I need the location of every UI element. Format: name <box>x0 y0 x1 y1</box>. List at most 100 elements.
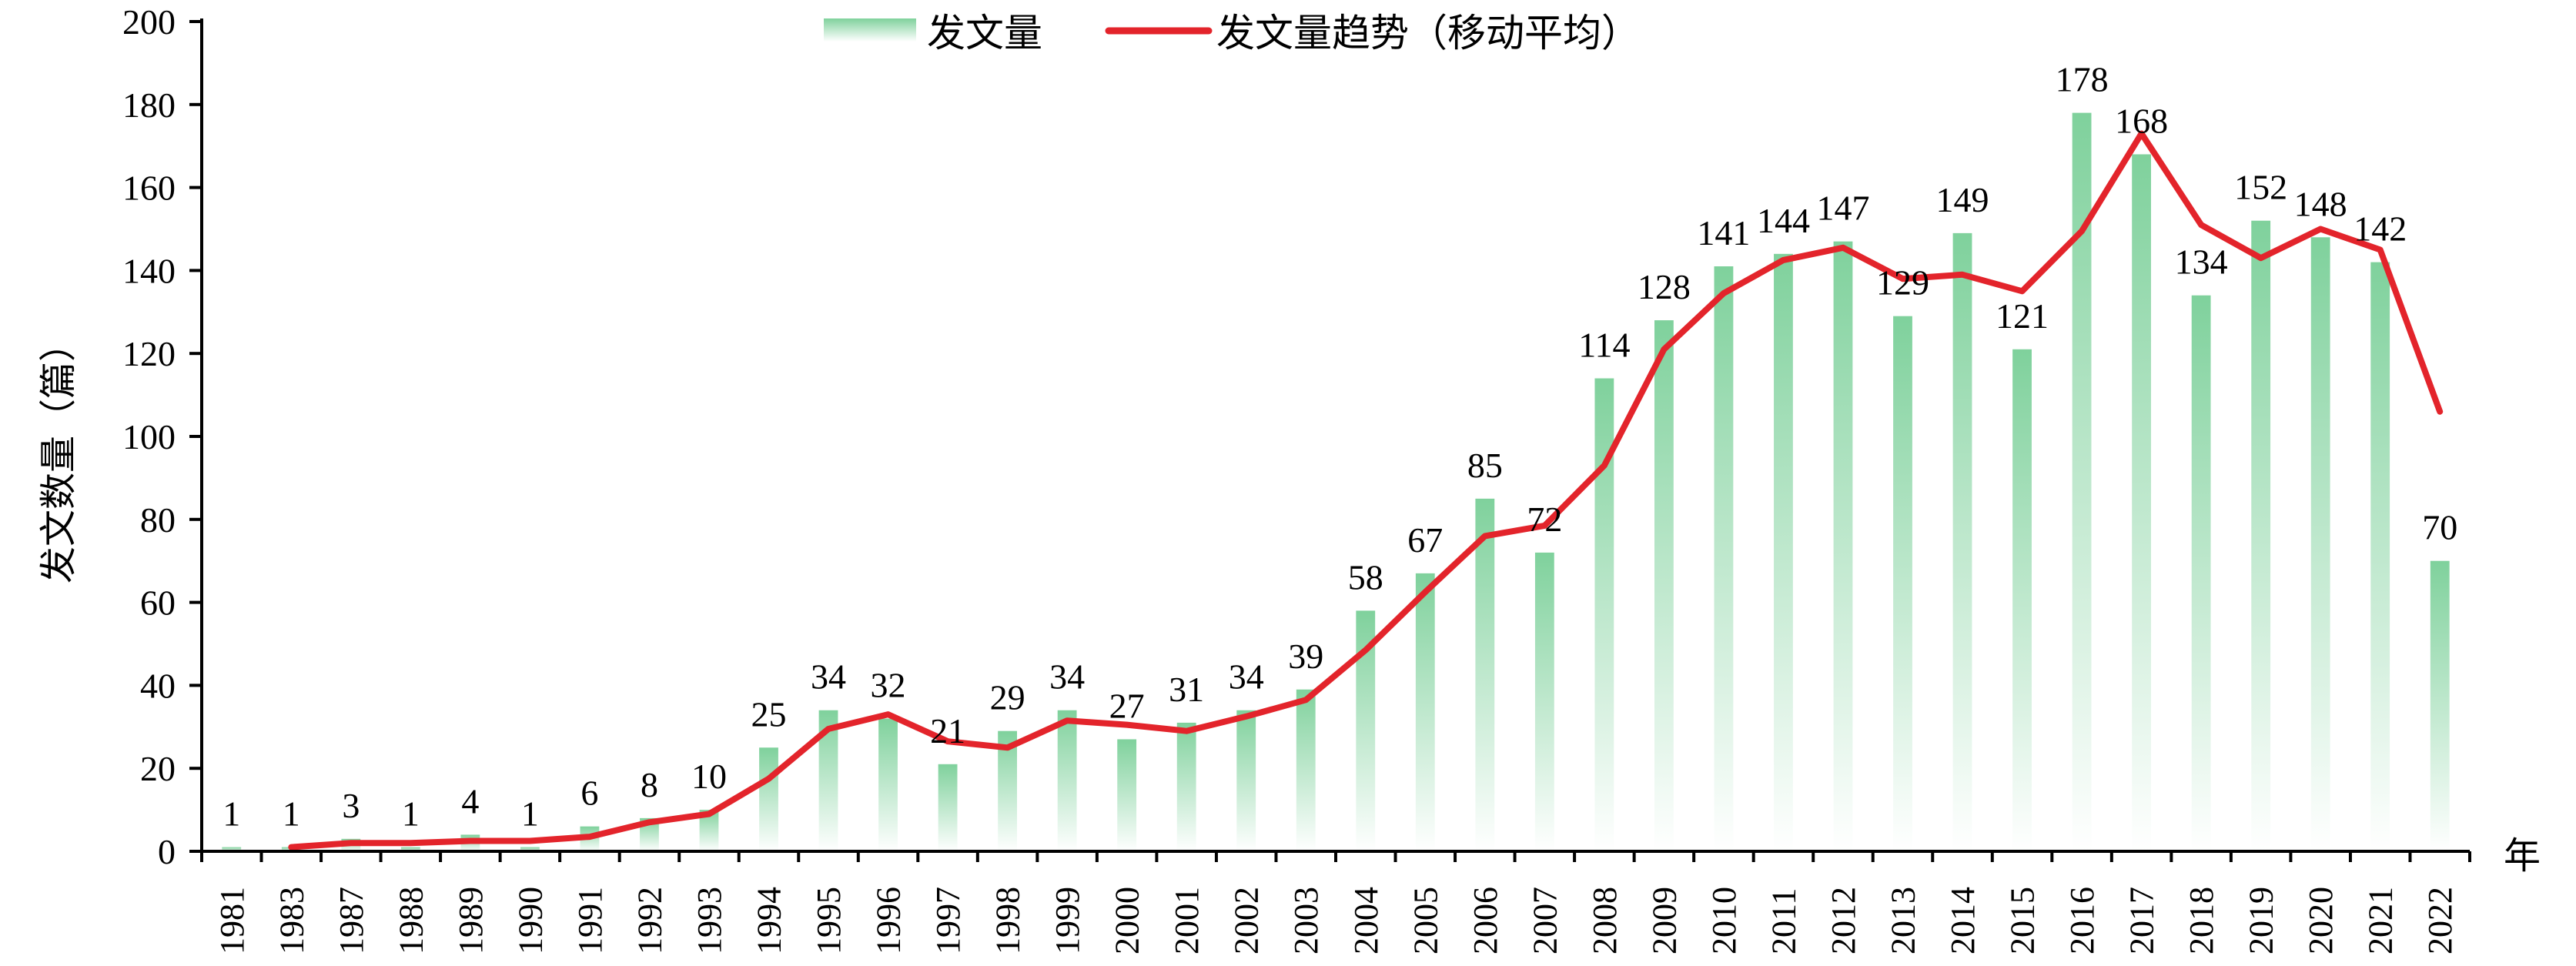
x-tick-label: 2002 <box>1228 887 1266 954</box>
x-tick-label: 2003 <box>1287 887 1325 954</box>
x-tick-label: 1992 <box>631 887 668 954</box>
legend: 发文量 发文量趋势（移动平均） <box>824 11 1640 55</box>
data-label: 25 <box>751 694 787 734</box>
x-tick-label: 1989 <box>452 887 490 954</box>
y-axis-title: 发文数量（篇） <box>37 325 80 583</box>
x-tick-label: 2017 <box>2123 887 2161 954</box>
bars <box>222 112 2450 852</box>
x-tick-label: 2018 <box>2183 887 2220 954</box>
bar <box>878 718 898 851</box>
bar <box>759 747 778 851</box>
bar <box>998 730 1018 851</box>
data-label: 147 <box>1816 189 1869 228</box>
x-axis: 1981 1983 1987 1988 1989 1990 1991 1992 1993 1994… <box>200 850 2471 954</box>
x-tick-label: 2012 <box>1825 887 1862 954</box>
y-tick-label: 140 <box>122 251 176 290</box>
bar <box>1296 689 1316 851</box>
bar <box>1654 320 1674 852</box>
data-label: 128 <box>1638 267 1691 306</box>
x-axis-title: 年 <box>2504 834 2541 877</box>
bar <box>1774 253 1793 852</box>
x-tick-label: 2013 <box>1885 887 1922 954</box>
x-tick-label: 2019 <box>2243 887 2280 954</box>
data-label: 85 <box>1467 446 1503 485</box>
x-tick-label: 2016 <box>2063 887 2101 954</box>
data-label: 70 <box>2422 508 2457 547</box>
data-label: 72 <box>1527 500 1562 539</box>
data-label: 121 <box>1996 296 2049 336</box>
x-tick-label: 1988 <box>392 887 430 954</box>
bar <box>2310 237 2330 851</box>
x-tick-label: 2015 <box>2004 887 2042 954</box>
x-tick-label: 2000 <box>1109 887 1146 954</box>
bar <box>1534 552 1554 851</box>
x-tick-label: 2001 <box>1168 887 1206 954</box>
data-label: 34 <box>1229 657 1264 697</box>
x-tick-label: 2011 <box>1765 888 1802 954</box>
y-tick-label: 60 <box>140 583 176 623</box>
data-label: 21 <box>930 711 965 750</box>
bar <box>222 847 242 851</box>
x-tick-label: 1999 <box>1049 887 1086 954</box>
y-tick-label: 20 <box>140 749 176 788</box>
x-tick-label: 2008 <box>1586 887 1624 954</box>
y-tick-label: 160 <box>122 169 176 208</box>
data-label: 1 <box>402 794 420 834</box>
data-label: 142 <box>2354 209 2407 249</box>
data-label: 34 <box>811 657 846 697</box>
bar <box>2370 262 2390 851</box>
bar <box>400 847 420 851</box>
data-label: 134 <box>2175 242 2228 282</box>
bar <box>1952 232 1972 851</box>
x-tick-label: 1998 <box>989 887 1027 954</box>
bar <box>2191 295 2211 851</box>
x-tick-label: 1987 <box>333 887 370 954</box>
bar <box>2132 154 2152 852</box>
data-label: 1 <box>222 794 240 834</box>
x-tick-label: 2009 <box>1645 887 1683 954</box>
x-tick-label: 1990 <box>511 887 549 954</box>
data-label: 152 <box>2234 168 2287 207</box>
bar <box>1893 316 1912 851</box>
bar <box>1475 498 1495 851</box>
data-label: 29 <box>990 678 1025 717</box>
bar <box>1833 241 1853 851</box>
bar <box>520 847 540 851</box>
y-tick-label: 200 <box>122 2 176 42</box>
data-label: 10 <box>691 757 727 796</box>
y-tick-label: 80 <box>140 500 176 540</box>
data-label: 3 <box>342 786 360 825</box>
data-label: 1 <box>283 794 300 834</box>
x-tick-label: 2006 <box>1467 887 1504 954</box>
data-label: 141 <box>1697 213 1750 252</box>
legend-bar-label: 发文量 <box>927 11 1042 55</box>
bar <box>1415 573 1435 851</box>
y-axis: 0 20 40 60 80 100 120 140 160 180 200 <box>122 2 203 871</box>
x-tick-label: 1995 <box>810 887 848 954</box>
data-label: 6 <box>580 774 598 813</box>
data-label: 31 <box>1169 670 1204 709</box>
data-label: 149 <box>1936 180 1989 219</box>
data-label: 129 <box>1876 263 1929 303</box>
y-tick-label: 100 <box>122 417 176 456</box>
trend-line <box>288 130 2444 851</box>
data-label: 32 <box>871 666 906 705</box>
data-label: 148 <box>2294 184 2347 223</box>
bar <box>1176 722 1196 851</box>
data-label: 168 <box>2115 101 2168 140</box>
x-tick-label: 2020 <box>2302 887 2340 954</box>
x-tick-label: 2010 <box>1705 887 1743 954</box>
data-label: 39 <box>1288 637 1323 676</box>
x-tick-label: 2005 <box>1407 887 1444 954</box>
data-label: 8 <box>641 765 658 804</box>
y-tick-label: 40 <box>140 666 176 705</box>
x-tick-label: 1991 <box>571 887 609 954</box>
data-label: 178 <box>2056 60 2109 99</box>
x-tick-label: 1983 <box>273 887 310 954</box>
x-tick-label: 1996 <box>870 887 908 954</box>
y-tick-label: 0 <box>158 832 176 871</box>
x-tick-label: 2021 <box>2362 887 2400 954</box>
y-tick-label: 120 <box>122 334 176 373</box>
x-tick-label: 1993 <box>691 887 728 954</box>
